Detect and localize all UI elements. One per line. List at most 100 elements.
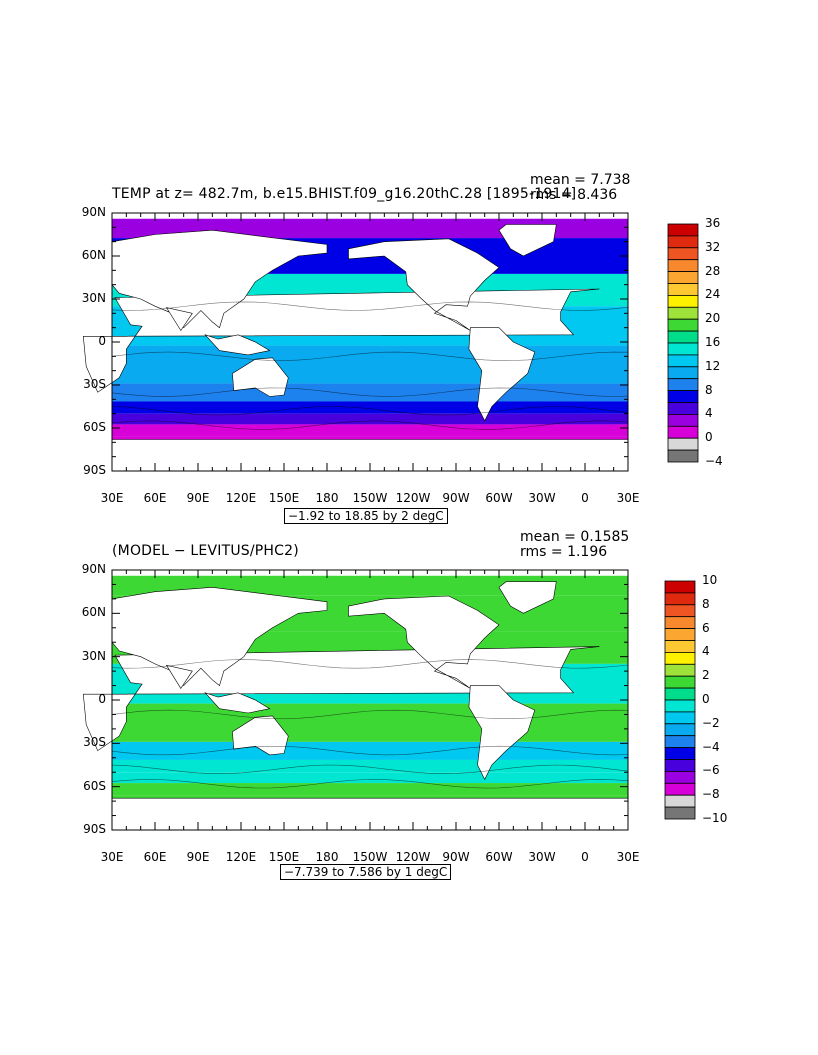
- colorbar-swatch: [664, 616, 696, 630]
- colorbar-tick-label: 36: [705, 216, 721, 230]
- colorbar-tick-label: −6: [702, 763, 720, 778]
- colorbar-swatch: [667, 449, 699, 463]
- colorbar-tick-label: 12: [705, 358, 721, 373]
- contour-line: [111, 709, 629, 720]
- longitude-label: 120W: [395, 850, 431, 864]
- india-land: [165, 307, 193, 332]
- colorbar-tick-label: −2: [702, 715, 720, 730]
- colorbar-tick-label: 28: [705, 263, 721, 278]
- contour-range-label: −7.739 to 7.586 by 1 degC: [280, 864, 452, 880]
- ocean-zone-band: [112, 759, 628, 773]
- contour-line: [111, 301, 629, 311]
- eurasia-land: [111, 586, 328, 687]
- longitude-label: 90W: [442, 850, 470, 864]
- latitude-label: 60N: [81, 248, 106, 262]
- colorbar-swatch: [664, 723, 696, 737]
- colorbar-tick-label: 24: [705, 287, 721, 302]
- colorbar-swatch: [664, 628, 696, 641]
- rms-label: rms = 8.436: [530, 187, 618, 203]
- longitude-label: 120W: [395, 491, 431, 505]
- latitude-label: 60N: [81, 605, 106, 620]
- colorbar-swatch: [664, 759, 696, 772]
- colorbar-tick-label: 6: [702, 620, 710, 635]
- contour-line: [111, 406, 629, 416]
- latitude-label: 90N: [81, 205, 106, 219]
- latitude-label: 30N: [81, 291, 106, 305]
- north-america-land: [348, 595, 500, 689]
- contour-range-label: −1.92 to 18.85 by 2 degC: [284, 508, 448, 524]
- contour-line: [111, 351, 629, 361]
- longitude-label: 90E: [186, 850, 210, 864]
- longitude-label: 150E: [268, 850, 300, 864]
- longitude-label: 120E: [225, 491, 257, 505]
- colorbar-tick-label: 4: [702, 644, 710, 659]
- latitude-label: 0: [98, 334, 106, 348]
- colorbar-swatch: [664, 652, 696, 665]
- latitude-label: 90N: [81, 562, 106, 576]
- map-title: TEMP at z= 482.7m, b.e15.BHIST.f09_g16.2…: [112, 186, 577, 202]
- colorbar-tick-label: 20: [705, 311, 721, 326]
- longitude-label: 30E: [100, 850, 124, 864]
- longitude-label: 150W: [352, 491, 388, 505]
- longitude-label: 60W: [485, 850, 513, 864]
- colorbar-tick-label: 8: [705, 382, 713, 397]
- ocean-zone-band: [112, 741, 628, 760]
- colorbar-tick-label: −4: [705, 454, 723, 468]
- latitude-label: 60S: [83, 778, 106, 793]
- latitude-label: 0: [98, 692, 106, 706]
- rms-label: rms = 1.196: [520, 544, 608, 560]
- ocean-zone-band: [112, 575, 628, 596]
- colorbar-tick-label: 0: [705, 430, 713, 445]
- contour-line: [111, 659, 629, 669]
- north-america-land: [348, 238, 500, 331]
- longitude-label: 30E: [100, 491, 124, 505]
- south-america-land: [468, 685, 536, 781]
- ocean-zone-band: [112, 401, 628, 414]
- latitude-label: 30N: [81, 648, 106, 663]
- longitude-label: 180: [315, 850, 339, 864]
- longitude-label: 60E: [143, 491, 167, 505]
- colorbar-swatch: [664, 663, 696, 677]
- longitude-label: 60W: [485, 491, 513, 505]
- latitude-label: 90S: [83, 463, 106, 477]
- longitude-label: 0: [581, 850, 589, 864]
- mean-label: mean = 7.738: [530, 172, 631, 188]
- colorbar-swatch: [664, 735, 696, 749]
- longitude-label: 90E: [186, 491, 210, 505]
- latitude-label: 60S: [83, 420, 106, 434]
- latitude-label: 90S: [83, 822, 106, 836]
- colorbar-swatch: [664, 592, 696, 606]
- contour-line: [111, 420, 629, 430]
- contour-line: [111, 387, 629, 397]
- greenland-land: [498, 581, 557, 614]
- longitude-label: 30W: [528, 491, 556, 505]
- colorbar-tick-label: −10: [702, 811, 728, 825]
- ocean-zone-band: [112, 413, 628, 425]
- colorbar-tick-label: 10: [702, 573, 718, 587]
- ocean-zone-band: [112, 424, 628, 437]
- colorbar-tick-label: −8: [702, 787, 720, 802]
- colorbar-swatch: [664, 604, 696, 618]
- longitude-label: 30W: [528, 850, 556, 864]
- contour-line: [111, 764, 629, 775]
- temperature-map: [82, 212, 699, 472]
- colorbar-tick-label: 16: [705, 335, 721, 349]
- longitude-label: 0: [581, 491, 589, 505]
- ocean-zone-band: [112, 783, 628, 796]
- colorbar-tick-label: 32: [705, 239, 721, 254]
- difference-map: [82, 569, 696, 831]
- colorbar-tick-label: 2: [702, 668, 710, 683]
- colorbar-tick-label: 0: [702, 692, 710, 706]
- colorbar-swatch: [664, 711, 696, 725]
- longitude-label: 60E: [143, 850, 167, 864]
- longitude-label: 90W: [442, 491, 470, 505]
- longitude-label: 150W: [352, 850, 388, 864]
- contour-line: [111, 745, 629, 756]
- indonesia-land: [204, 334, 271, 356]
- latitude-label: 30S: [83, 735, 106, 750]
- latitude-label: 30S: [83, 377, 106, 391]
- mean-label: mean = 0.1585: [520, 529, 630, 545]
- colorbar-swatch: [664, 794, 696, 808]
- colorbar-swatch: [664, 687, 696, 701]
